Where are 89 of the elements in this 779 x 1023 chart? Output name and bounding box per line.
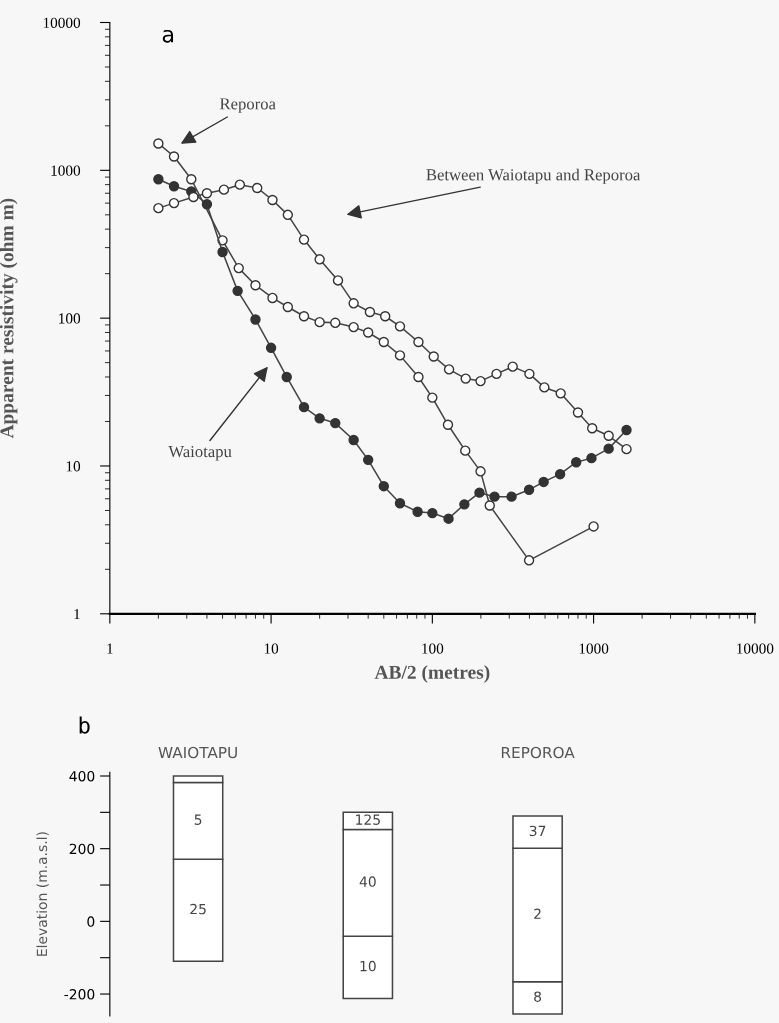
annotation: Waiotapu [168, 445, 232, 461]
annotation: 37 [529, 825, 546, 837]
point [282, 209, 294, 221]
annotation: Between Waiotapu and Reporoa [426, 168, 641, 184]
annotation: 40 [359, 876, 376, 887]
point [250, 314, 261, 325]
y-tick-label: 100 [59, 313, 81, 324]
chart-title: b [79, 716, 90, 734]
point [572, 407, 584, 418]
point [621, 443, 632, 455]
annotation: 5 [194, 814, 202, 825]
point [412, 506, 423, 517]
y-tick-label: -200 [64, 989, 95, 1000]
point [348, 434, 359, 446]
y-tick-label: 0 [87, 916, 95, 927]
point [201, 188, 213, 199]
point [168, 197, 180, 209]
x-tick-label: 10000 [737, 643, 774, 654]
point [554, 468, 566, 480]
point [570, 457, 582, 468]
point [298, 234, 310, 245]
point [314, 413, 325, 424]
point [586, 423, 598, 434]
point [232, 285, 243, 297]
point [506, 491, 517, 502]
x-tick-label: REPOROA [501, 746, 575, 759]
point [186, 174, 197, 185]
point [251, 182, 263, 194]
chart-title: a [162, 29, 174, 43]
point [507, 361, 518, 372]
point [378, 480, 390, 492]
point [234, 179, 246, 190]
point [524, 368, 535, 380]
point [168, 181, 180, 192]
point [427, 507, 438, 519]
point [475, 375, 486, 387]
point [379, 311, 391, 322]
annotation: 10 [360, 960, 376, 972]
point [460, 373, 471, 384]
point [267, 194, 278, 206]
annotation: 8 [534, 991, 542, 1002]
point [586, 452, 597, 464]
x-axis-title: AB/2 (metres) [374, 665, 490, 683]
annotation: 25 [190, 903, 206, 915]
point [555, 388, 566, 399]
annotation: 125 [356, 814, 380, 825]
point [603, 443, 614, 454]
point [314, 254, 325, 265]
x-tick-label: 10 [264, 643, 279, 654]
point [217, 246, 228, 258]
y-tick-label: 1000 [51, 165, 81, 176]
point [603, 430, 614, 442]
y-axis-title: Elevation (m.a.s.l) [36, 832, 49, 956]
point [443, 513, 454, 524]
point [621, 424, 632, 436]
point [153, 138, 164, 149]
point [394, 321, 406, 332]
point [491, 368, 502, 380]
point [265, 342, 277, 354]
point [348, 298, 359, 309]
point [201, 198, 213, 210]
x-tick-label: 1 [107, 643, 113, 654]
point [218, 184, 230, 195]
point [428, 351, 439, 362]
point [459, 499, 470, 510]
y-tick-label: 1 [74, 609, 80, 620]
annotation: Reporoa [219, 98, 276, 113]
y-axis-title: Apparent resistivity (ohm m) [0, 198, 18, 439]
annotation: 2 [534, 908, 541, 919]
point [539, 382, 550, 393]
point [474, 487, 485, 498]
y-tick-label: 10 [66, 461, 81, 472]
point [538, 476, 549, 488]
point [443, 364, 455, 375]
point [362, 454, 374, 466]
x-tick-label: WAIOTAPU [158, 746, 237, 759]
y-tick-label: 200 [69, 843, 95, 855]
point [153, 202, 164, 214]
y-tick-label: 10000 [43, 17, 81, 28]
x-tick-label: 100 [422, 643, 444, 654]
point [298, 401, 310, 413]
point [523, 484, 535, 496]
y-tick-label: 400 [69, 770, 95, 782]
point [281, 371, 292, 383]
point [394, 497, 406, 509]
point [168, 151, 180, 162]
point [330, 417, 341, 429]
point [153, 174, 164, 185]
x-tick-label: 1000 [579, 643, 609, 654]
